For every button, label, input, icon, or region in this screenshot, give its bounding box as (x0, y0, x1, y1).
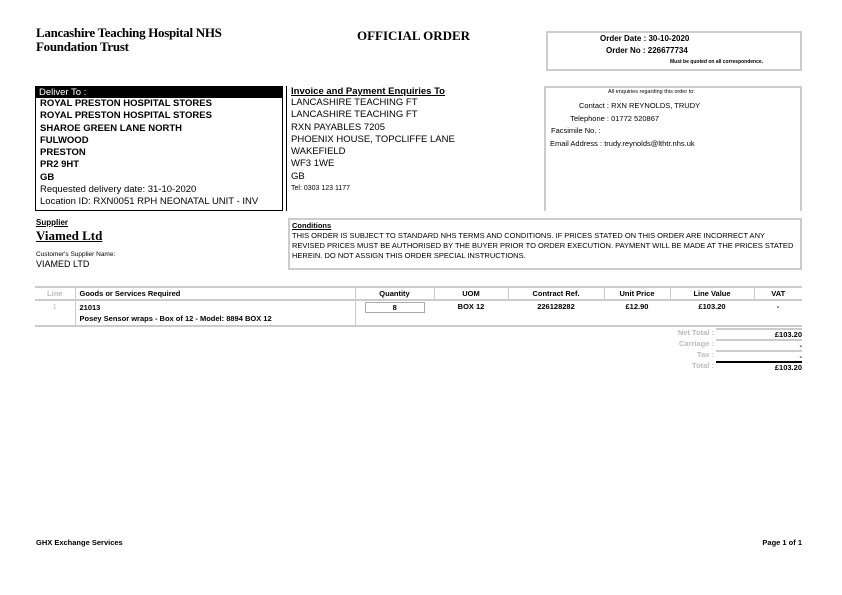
deliver-heading: Deliver To : (36, 87, 282, 98)
conditions-text: THIS ORDER IS SUBJECT TO STANDARD NHS TE… (292, 231, 794, 260)
conditions-heading: Conditions (292, 221, 332, 230)
table-header-row: Line Goods or Services Required Quantity… (35, 287, 802, 300)
carriage-value: - (716, 339, 802, 350)
customer-supplier-name: VIAMED LTD (36, 259, 90, 269)
organisation-name: Lancashire Teaching Hospital NHS Foundat… (36, 26, 222, 54)
col-unit-price: Unit Price (603, 287, 670, 300)
col-contract-ref: Contract Ref. (507, 287, 604, 300)
invoice-heading: Invoice and Payment Enquiries To (291, 86, 445, 97)
org-line-2: Foundation Trust (36, 39, 129, 54)
fax-label: Facsimile No. : (551, 126, 601, 135)
customer-supplier-label: Customer's Supplier Name: (36, 251, 116, 258)
carriage-label: Carriage : (678, 339, 714, 348)
deliver-line: FULWOOD (40, 134, 89, 146)
supplier-heading: Supplier (36, 218, 69, 227)
total-value: £103.20 (716, 361, 802, 372)
email-label: Email Address : (550, 139, 603, 148)
cell-contract-ref: 226128282 (537, 302, 575, 311)
invoice-tel: Tel: 0303 123 1177 (291, 185, 351, 193)
deliver-line: PR2 9HT (40, 159, 80, 171)
invoice-box: Invoice and Payment Enquiries To LANCASH… (286, 86, 546, 211)
cell-description: Posey Sensor wraps - Box of 12 - Model: … (79, 314, 272, 323)
col-goods: Goods or Services Required (74, 287, 355, 300)
tax-value: - (716, 350, 802, 361)
totals-section: Net Total : £103.20 Carriage :- Tax :- To… (660, 328, 802, 372)
enquiries-heading: All enquiries regarding this order to: (608, 89, 695, 95)
cell-uom: BOX 12 (457, 302, 485, 311)
net-total-label: Net Total : (677, 328, 714, 337)
cell-vat: - (776, 302, 780, 311)
conditions-box: Conditions THIS ORDER IS SUBJECT TO STAN… (288, 218, 802, 270)
order-items-table: Line Goods or Services Required Quantity… (35, 286, 802, 327)
invoice-line: RXN PAYABLES 7205 (291, 121, 385, 133)
order-info-box: Order Date : 30-10-2020 Order No : 22667… (546, 31, 802, 71)
table-row: 1 21013 Posey Sensor wraps - Box of 12 - … (35, 300, 802, 326)
deliver-to-box: Deliver To : ROYAL PRESTON HOSPITAL STOR… (35, 86, 283, 211)
invoice-line: WF3 1WE (291, 158, 335, 170)
supplier-section: Supplier Viamed Ltd Customer's Supplier … (36, 218, 115, 270)
col-line: Line (47, 289, 63, 298)
cell-code: 21013 (79, 303, 101, 312)
order-number: Order No : 226677734 (606, 46, 688, 55)
document-title: OFFICIAL ORDER (357, 28, 471, 43)
quantity-field: 8 (364, 302, 425, 313)
net-total-value: £103.20 (716, 328, 802, 339)
supplier-name: Viamed Ltd (36, 228, 103, 243)
contact-value: RXN REYNOLDS, TRUDY (611, 101, 701, 110)
deliver-line: ROYAL PRESTON HOSPITAL STORES (40, 110, 212, 122)
deliver-line: PRESTON (40, 147, 86, 159)
invoice-line: GB (291, 170, 305, 182)
col-quantity: Quantity (354, 287, 434, 300)
col-line-value: Line Value (669, 287, 754, 300)
col-vat: VAT (753, 287, 802, 300)
enquiries-box: All enquiries regarding this order to: C… (546, 86, 802, 211)
telephone-label: Telephone : (570, 114, 609, 123)
email-value: trudy.reynolds@lthtr.nhs.uk (604, 139, 695, 148)
deliver-line: ROYAL PRESTON HOSPITAL STORES (40, 98, 212, 109)
location-id: Location ID: RXN0051 RPH NEONATAL UNIT -… (40, 196, 259, 208)
org-line-1: Lancashire Teaching Hospital NHS (36, 25, 222, 40)
footer-left: GHX Exchange Services (36, 538, 123, 547)
order-date: Order Date : 30-10-2020 (600, 34, 690, 43)
invoice-line: WAKEFIELD (291, 146, 346, 158)
contact-label: Contact : (578, 101, 609, 110)
telephone-value: 01772 520867 (611, 114, 660, 123)
invoice-line: PHOENIX HOUSE, TOPCLIFFE LANE (291, 133, 455, 145)
cell-line-value: £103.20 (698, 302, 726, 311)
invoice-line: LANCASHIRE TEACHING FT (291, 97, 418, 108)
total-label: Total : (692, 361, 714, 370)
deliver-line: GB (40, 171, 55, 183)
quote-note: Must be quoted on all correspondence. (670, 59, 764, 65)
cell-line: 1 (52, 302, 57, 311)
invoice-line: LANCASHIRE TEACHING FT (291, 109, 418, 121)
requested-delivery-date: Requested delivery date: 31-10-2020 (40, 184, 197, 196)
page-number: Page 1 of 1 (762, 538, 802, 547)
deliver-line: SHAROE GREEN LANE NORTH (40, 122, 182, 134)
col-uom: UOM (433, 287, 508, 300)
tax-label: Tax : (697, 350, 714, 359)
cell-unit-price: £12.90 (625, 302, 649, 311)
